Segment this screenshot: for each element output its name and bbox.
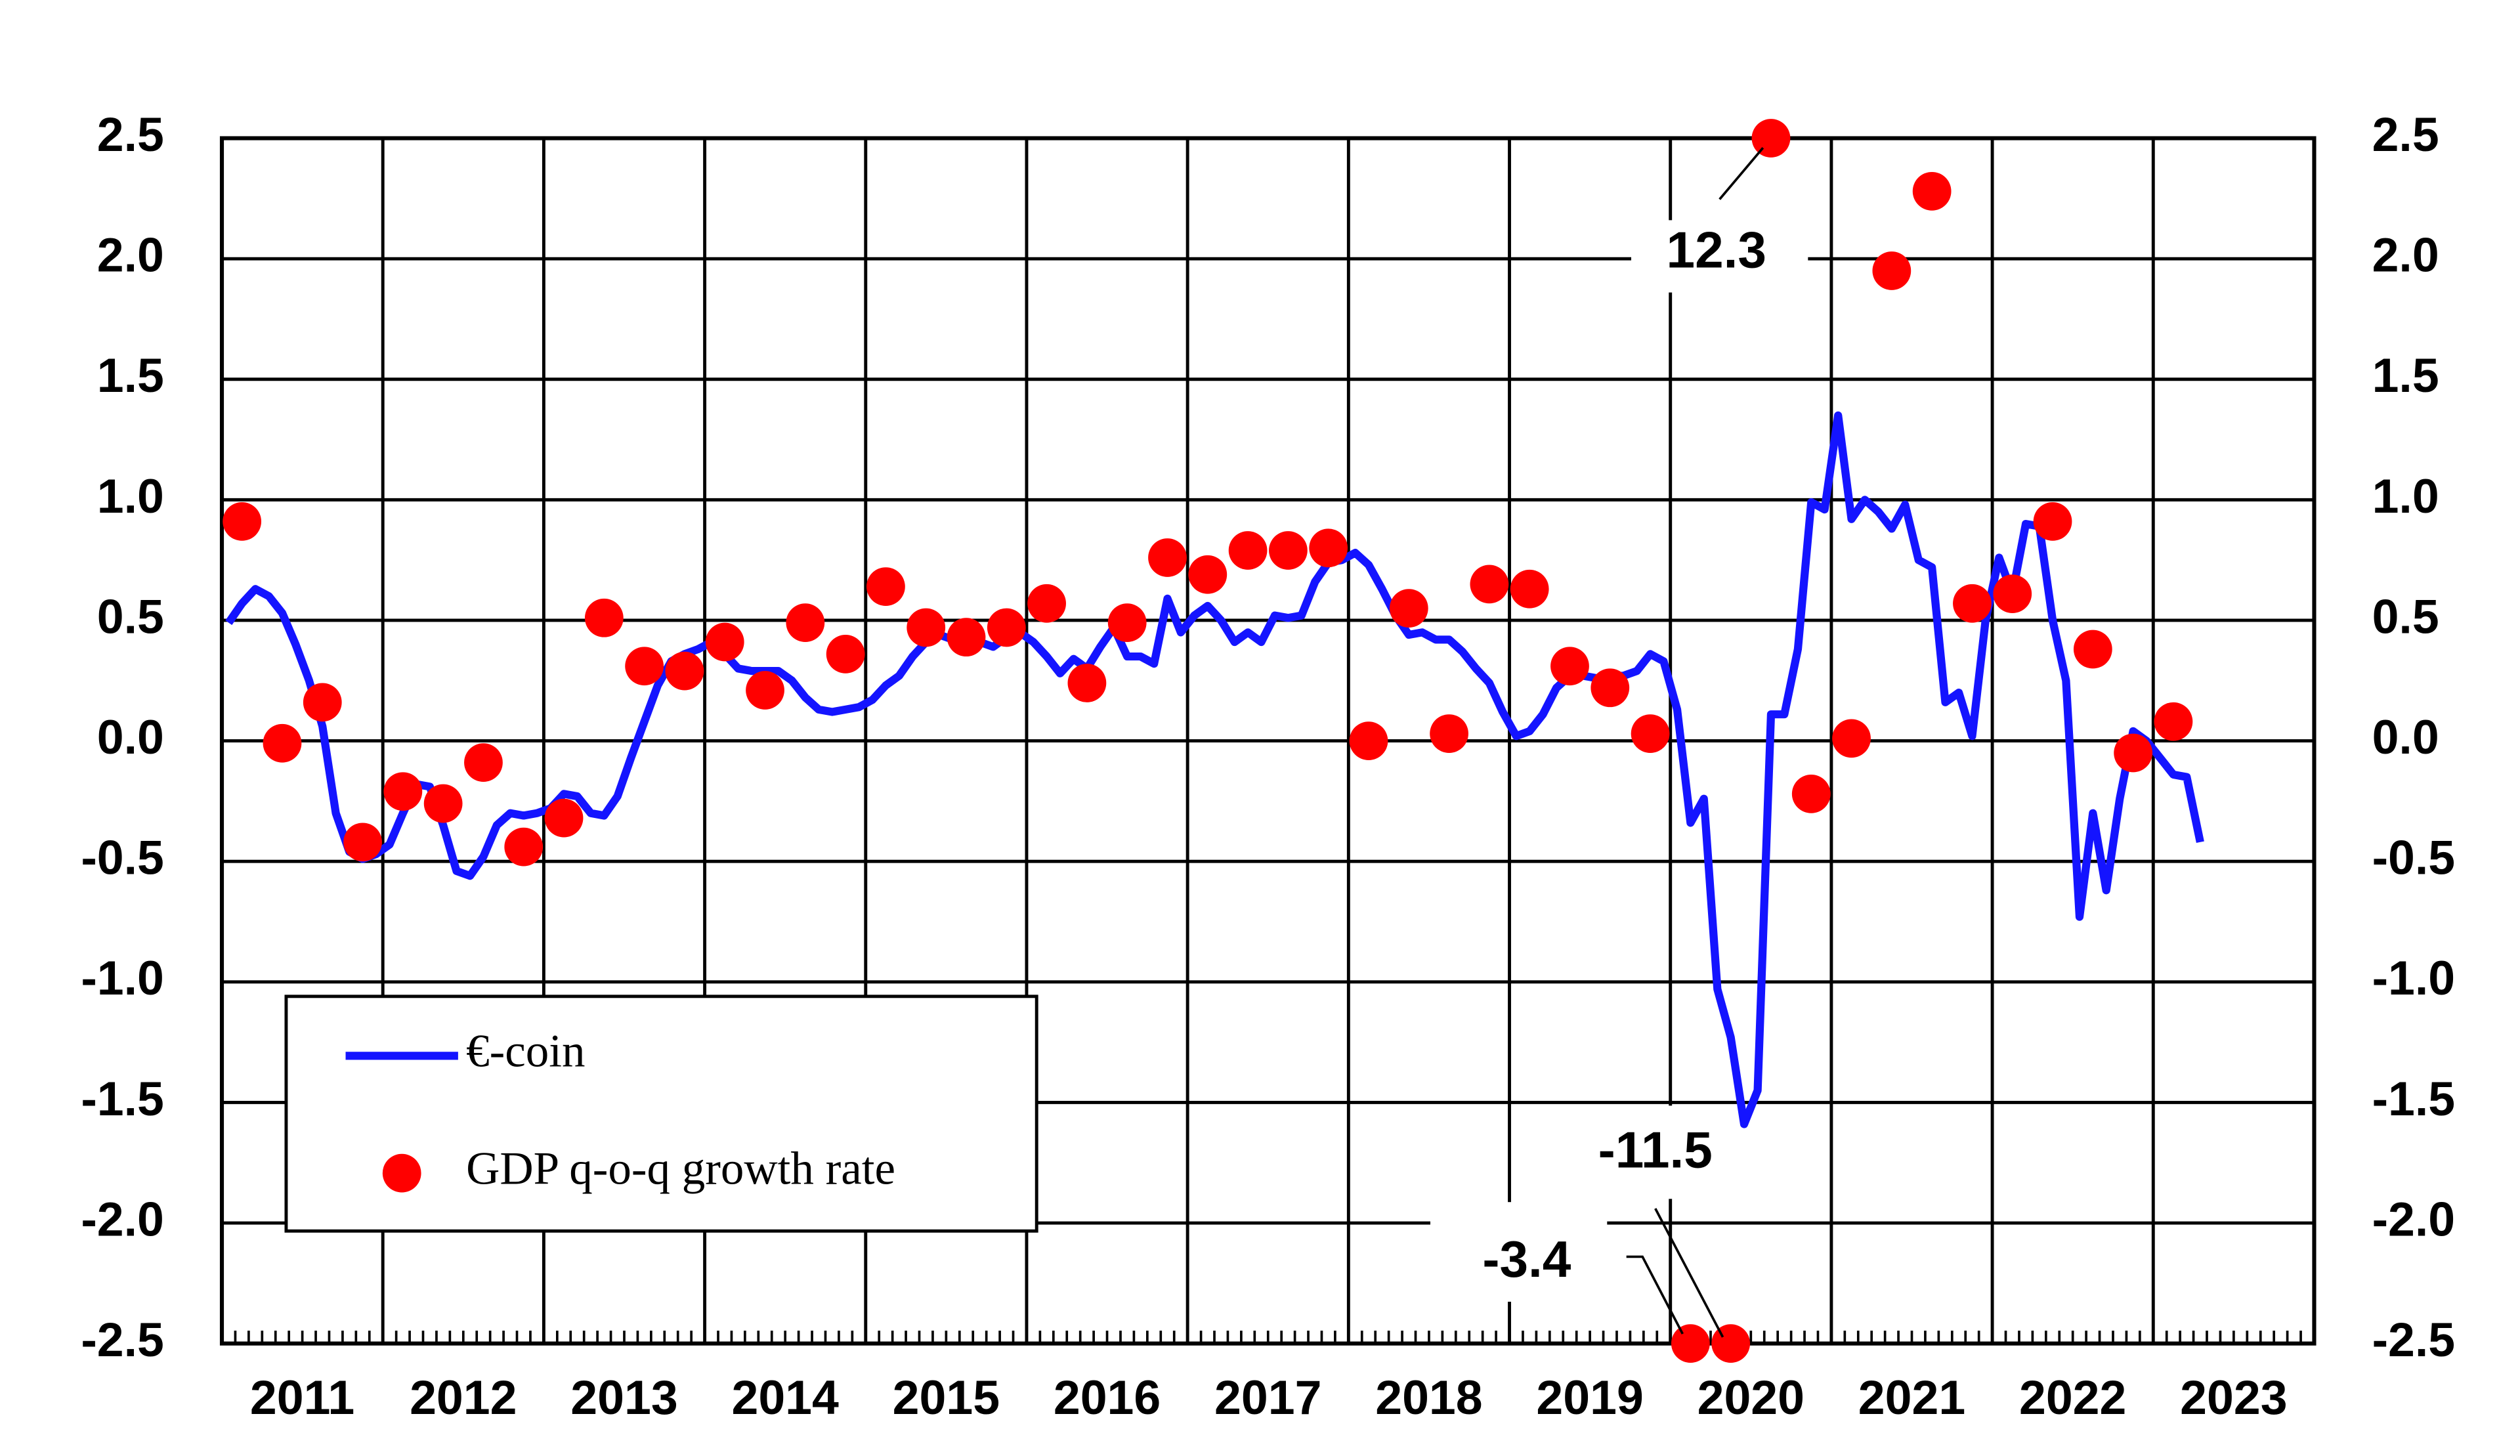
y2-tick-label: -2.0 xyxy=(2372,1192,2456,1246)
y2-tick-label: 0.0 xyxy=(2372,710,2439,764)
y2-tick-label: -0.5 xyxy=(2372,831,2456,885)
legend-swatch xyxy=(382,1153,421,1193)
data-point xyxy=(383,772,423,811)
y2-tick-label: 2.0 xyxy=(2372,228,2439,282)
data-point xyxy=(1027,584,1066,623)
data-point xyxy=(263,723,302,763)
data-point xyxy=(786,603,825,643)
data-point xyxy=(1430,714,1468,753)
data-point xyxy=(1148,538,1187,577)
y-tick-label: -2.5 xyxy=(81,1313,164,1367)
y2-tick-label: 2.5 xyxy=(2372,108,2439,161)
data-point xyxy=(1349,721,1388,760)
x-tick-label: 2019 xyxy=(1536,1371,1643,1424)
x-tick-label: 2021 xyxy=(1858,1371,1965,1424)
data-point xyxy=(2073,630,2112,669)
data-point xyxy=(1711,1324,1751,1363)
annotation-leader xyxy=(1654,1208,1724,1338)
data-point xyxy=(1631,714,1670,753)
x-tick-label: 2018 xyxy=(1375,1371,1482,1424)
x-tick-label: 2013 xyxy=(570,1371,677,1424)
y-tick-label: -2.0 xyxy=(81,1192,164,1246)
data-point xyxy=(223,502,262,541)
data-point xyxy=(1832,719,1871,758)
x-tick-label: 2016 xyxy=(1054,1371,1161,1424)
plot-frame xyxy=(219,136,2317,1346)
data-point xyxy=(1309,528,1348,568)
y2-tick-label: -1.5 xyxy=(2372,1072,2456,1126)
data-point xyxy=(1389,589,1428,628)
y-tick-label: 2.0 xyxy=(97,228,164,282)
data-point xyxy=(987,608,1026,647)
data-point xyxy=(1671,1324,1710,1363)
data-point xyxy=(1067,664,1107,702)
y2-tick-label: 0.5 xyxy=(2372,589,2439,643)
y-tick-label: 0.0 xyxy=(97,710,164,764)
annotation-leader xyxy=(1626,1255,1684,1335)
data-point xyxy=(1872,251,1911,290)
y2-tick-label: 1.0 xyxy=(2372,469,2439,523)
data-point xyxy=(625,647,664,686)
data-point xyxy=(947,618,986,657)
data-point xyxy=(2154,702,2193,741)
y2-tick-label: 1.5 xyxy=(2372,349,2439,402)
y-tick-label: 1.5 xyxy=(97,349,164,402)
x-tick-label: 2012 xyxy=(410,1371,517,1424)
y-tick-label: 2.5 xyxy=(97,108,164,161)
data-point xyxy=(464,743,503,782)
data-point xyxy=(665,651,704,691)
data-point xyxy=(504,827,544,867)
legend-label: GDP q-o-q growth rate xyxy=(466,1143,895,1194)
data-point xyxy=(1470,565,1509,604)
annotation-leader xyxy=(1719,147,1764,200)
y-tick-label: -0.5 xyxy=(81,831,164,885)
y-tick-label: -1.5 xyxy=(81,1072,164,1126)
data-point xyxy=(2114,733,2153,773)
data-point xyxy=(2033,502,2072,541)
data-point xyxy=(1550,647,1589,686)
x-tick-label: 2015 xyxy=(893,1371,1000,1424)
y-tick-label: 1.0 xyxy=(97,469,164,523)
x-tick-label: 2014 xyxy=(731,1371,839,1424)
annotation: -11.5 xyxy=(1598,1121,1713,1178)
data-point xyxy=(826,635,865,674)
annotation-box xyxy=(1631,220,1808,293)
x-tick-label: 2022 xyxy=(2019,1371,2126,1424)
annotation: -3.4 xyxy=(1482,1230,1571,1288)
x-tick-label: 2023 xyxy=(2180,1371,2287,1424)
y2-tick-label: -2.5 xyxy=(2372,1313,2456,1367)
legend-box xyxy=(284,995,1038,1233)
y-tick-label: 0.5 xyxy=(97,589,164,643)
data-point xyxy=(705,622,744,662)
data-point xyxy=(1912,171,1952,211)
data-point xyxy=(1751,119,1791,158)
data-point xyxy=(544,798,584,838)
data-point xyxy=(1107,603,1147,643)
data-point xyxy=(1228,531,1268,570)
data-point xyxy=(1591,668,1630,708)
data-point xyxy=(1188,555,1228,594)
data-point xyxy=(1791,774,1831,813)
data-point xyxy=(584,598,624,637)
data-point xyxy=(303,683,342,722)
data-point xyxy=(1510,569,1549,609)
y-tick-label: -1.0 xyxy=(81,951,164,1005)
annotation-box xyxy=(1550,1105,1752,1199)
x-tick-label: 2020 xyxy=(1698,1371,1805,1424)
x-tick-label: 2017 xyxy=(1214,1371,1321,1424)
data-point xyxy=(866,567,905,606)
annotation-box xyxy=(1430,1202,1608,1302)
data-point xyxy=(1953,584,1992,623)
data-point xyxy=(907,608,946,647)
data-point xyxy=(423,784,463,823)
legend-label: €-coin xyxy=(466,1026,585,1077)
data-point xyxy=(343,823,382,862)
y2-tick-label: -1.0 xyxy=(2372,951,2456,1005)
data-point xyxy=(1269,531,1308,570)
x-tick-label: 2011 xyxy=(250,1371,354,1424)
data-point xyxy=(1993,574,2032,613)
annotation: 12.3 xyxy=(1667,221,1766,278)
data-point xyxy=(746,671,784,710)
